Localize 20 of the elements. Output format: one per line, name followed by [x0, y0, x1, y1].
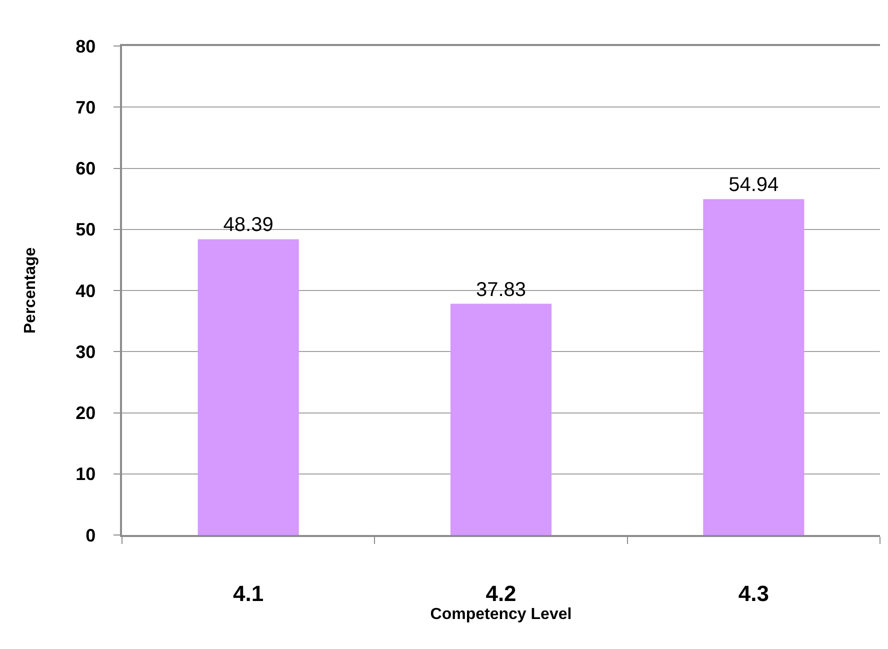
x-tick-label: 4.1: [233, 581, 264, 606]
x-axis-title: Competency Level: [430, 606, 572, 624]
bar: [703, 199, 804, 535]
y-tick-label: 40: [76, 280, 96, 301]
bar: [198, 239, 299, 535]
y-tick-label: 0: [86, 525, 96, 546]
y-tick-label: 70: [76, 97, 96, 118]
y-tick-label: 80: [76, 36, 96, 56]
y-tick-label: 10: [76, 464, 96, 484]
bar: [450, 304, 552, 535]
y-tick-label: 30: [76, 342, 96, 362]
x-tick-label: 4.3: [738, 581, 769, 606]
data-label: 48.39: [223, 214, 274, 236]
y-tick-label: 60: [76, 158, 96, 179]
y-tick-label: 20: [76, 403, 96, 424]
data-label: 37.83: [476, 278, 526, 301]
y-tick-label: 50: [76, 220, 96, 240]
data-label: 54.94: [728, 174, 779, 196]
y-axis-title: Percentage: [22, 247, 40, 334]
x-tick-label: 4.2: [486, 581, 516, 606]
